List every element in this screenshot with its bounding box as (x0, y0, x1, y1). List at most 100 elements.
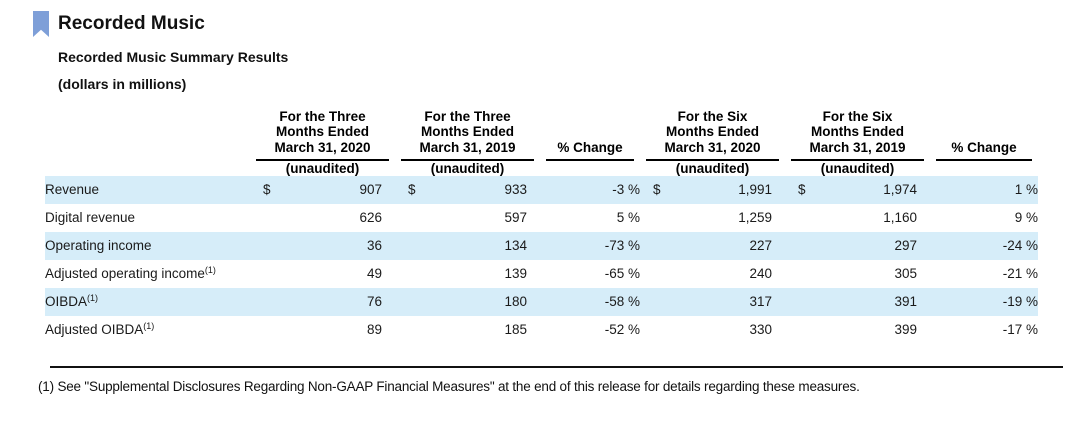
pct-change-cell: -65 % (604, 266, 640, 282)
column-header-six-months-2019: For the Six Months Ended March 31, 2019 (791, 109, 924, 161)
table-row-operating-income: Operating income 36 134 -73 % 227 297 -2… (45, 231, 1038, 260)
pct-change-cell: -17 % (1002, 322, 1038, 338)
amount-cell: 399 (785, 322, 930, 337)
amount-value: 76 (366, 294, 382, 310)
bookmark-icon (33, 11, 49, 37)
amount-cell: 76 (250, 294, 395, 309)
amount-cell: 49 (250, 266, 395, 281)
currency-symbol: $ (653, 182, 661, 198)
amount-cell: 89 (250, 322, 395, 337)
amount-value: 49 (366, 266, 382, 282)
column-header-three-months-2020: For the Three Months Ended March 31, 202… (256, 109, 389, 161)
row-label: Operating income (45, 238, 152, 254)
amount-cell: 305 (785, 266, 930, 281)
amount-value: 597 (504, 210, 527, 226)
row-label: Revenue (45, 182, 100, 198)
section-subtitle: Recorded Music Summary Results (58, 49, 289, 65)
amount-cell: 36 (250, 238, 395, 253)
table-row-revenue: Revenue $907 $933 -3 % $1,991 $1,974 1 % (45, 175, 1038, 204)
column-header-pct-change-halfyear: % Change (936, 140, 1032, 161)
amount-value: 185 (504, 322, 527, 338)
column-header-three-months-2019: For the Three Months Ended March 31, 201… (401, 109, 534, 161)
amount-value: 907 (359, 182, 382, 198)
subheader-spacer-cell (45, 161, 250, 176)
amount-cell: 626 (250, 210, 395, 225)
amount-cell: $1,991 (640, 182, 785, 197)
pct-change-cell: 1 % (930, 175, 1038, 204)
amount-cell: 180 (395, 294, 540, 309)
amount-value: 1,974 (883, 182, 917, 198)
amount-value: 139 (504, 266, 527, 282)
amount-value: 134 (504, 238, 527, 254)
row-label: Digital revenue (45, 210, 136, 226)
table-header-row: For the Three Months Ended March 31, 202… (45, 109, 1038, 161)
pct-change-cell: -19 % (930, 287, 1038, 316)
amount-cell: 330 (640, 322, 785, 337)
pct-change-cell: -52 % (604, 322, 640, 338)
amount-value: 933 (504, 182, 527, 198)
row-label: Adjusted operating income (45, 266, 205, 282)
header-spacer-cell (45, 109, 250, 161)
amount-value: 305 (894, 266, 917, 282)
subheader-empty-cell (540, 161, 640, 176)
pct-change-cell: -24 % (930, 231, 1038, 260)
amount-value: 1,259 (738, 210, 772, 226)
unaudited-label: (unaudited) (285, 160, 360, 176)
unaudited-label: (unaudited) (675, 160, 750, 176)
amount-cell: 297 (785, 238, 930, 253)
currency-symbol: $ (798, 182, 806, 198)
amount-value: 391 (894, 294, 917, 310)
footnote-marker: (1) (143, 321, 155, 332)
unaudited-label: (unaudited) (430, 160, 505, 176)
amount-value: 89 (366, 322, 382, 338)
unaudited-label: (unaudited) (820, 160, 895, 176)
table-row-adjusted-oibda: Adjusted OIBDA(1) 89 185 -52 % 330 399 -… (45, 316, 1038, 344)
amount-cell: 317 (640, 294, 785, 309)
amount-value: 1,991 (738, 182, 772, 198)
table-row-digital-revenue: Digital revenue 626 597 5 % 1,259 1,160 … (45, 204, 1038, 232)
amount-value: 399 (894, 322, 917, 338)
table-row-oibda: OIBDA(1) 76 180 -58 % 317 391 -19 % (45, 287, 1038, 316)
pct-change-cell: -58 % (540, 287, 640, 316)
pct-change-cell: 5 % (616, 210, 640, 226)
amount-value: 36 (366, 238, 382, 254)
amount-cell: $933 (395, 182, 540, 197)
amount-cell: 391 (785, 294, 930, 309)
pct-change-cell: -21 % (1002, 266, 1038, 282)
footnote-marker: (1) (204, 265, 216, 276)
amount-cell: $1,974 (785, 182, 930, 197)
pct-change-cell: -73 % (540, 231, 640, 260)
column-header-pct-change-quarter: % Change (546, 140, 634, 161)
footnote-divider (50, 365, 1063, 368)
amount-cell: $907 (250, 182, 395, 197)
amount-cell: 240 (640, 266, 785, 281)
amount-cell: 139 (395, 266, 540, 281)
amount-cell: 185 (395, 322, 540, 337)
amount-cell: 1,259 (640, 210, 785, 225)
amount-value: 626 (359, 210, 382, 226)
amount-cell: 1,160 (785, 210, 930, 225)
amount-cell: 227 (640, 238, 785, 253)
column-header-six-months-2020: For the Six Months Ended March 31, 2020 (646, 109, 779, 161)
amount-value: 227 (749, 238, 772, 254)
amount-cell: 134 (395, 238, 540, 253)
page-title: Recorded Music (58, 13, 205, 34)
currency-symbol: $ (408, 182, 416, 198)
row-label: Adjusted OIBDA (45, 322, 144, 338)
table-subheader-row: (unaudited) (unaudited) (unaudited) (una… (45, 161, 1038, 176)
footnote: (1) See "Supplemental Disclosures Regard… (38, 378, 860, 394)
amount-value: 297 (894, 238, 917, 254)
pct-change-cell: 9 % (1014, 210, 1038, 226)
amount-cell: 597 (395, 210, 540, 225)
subheader-empty-cell (930, 161, 1038, 176)
amount-value: 180 (504, 294, 527, 310)
currency-symbol: $ (263, 182, 271, 198)
pct-change-cell: -3 % (540, 175, 640, 204)
amount-value: 240 (749, 266, 772, 282)
amount-value: 330 (749, 322, 772, 338)
table-row-adjusted-operating-income: Adjusted operating income(1) 49 139 -65 … (45, 260, 1038, 288)
row-label: OIBDA (45, 294, 88, 310)
summary-results-table: For the Three Months Ended March 31, 202… (45, 109, 1038, 344)
amount-value: 317 (749, 294, 772, 310)
